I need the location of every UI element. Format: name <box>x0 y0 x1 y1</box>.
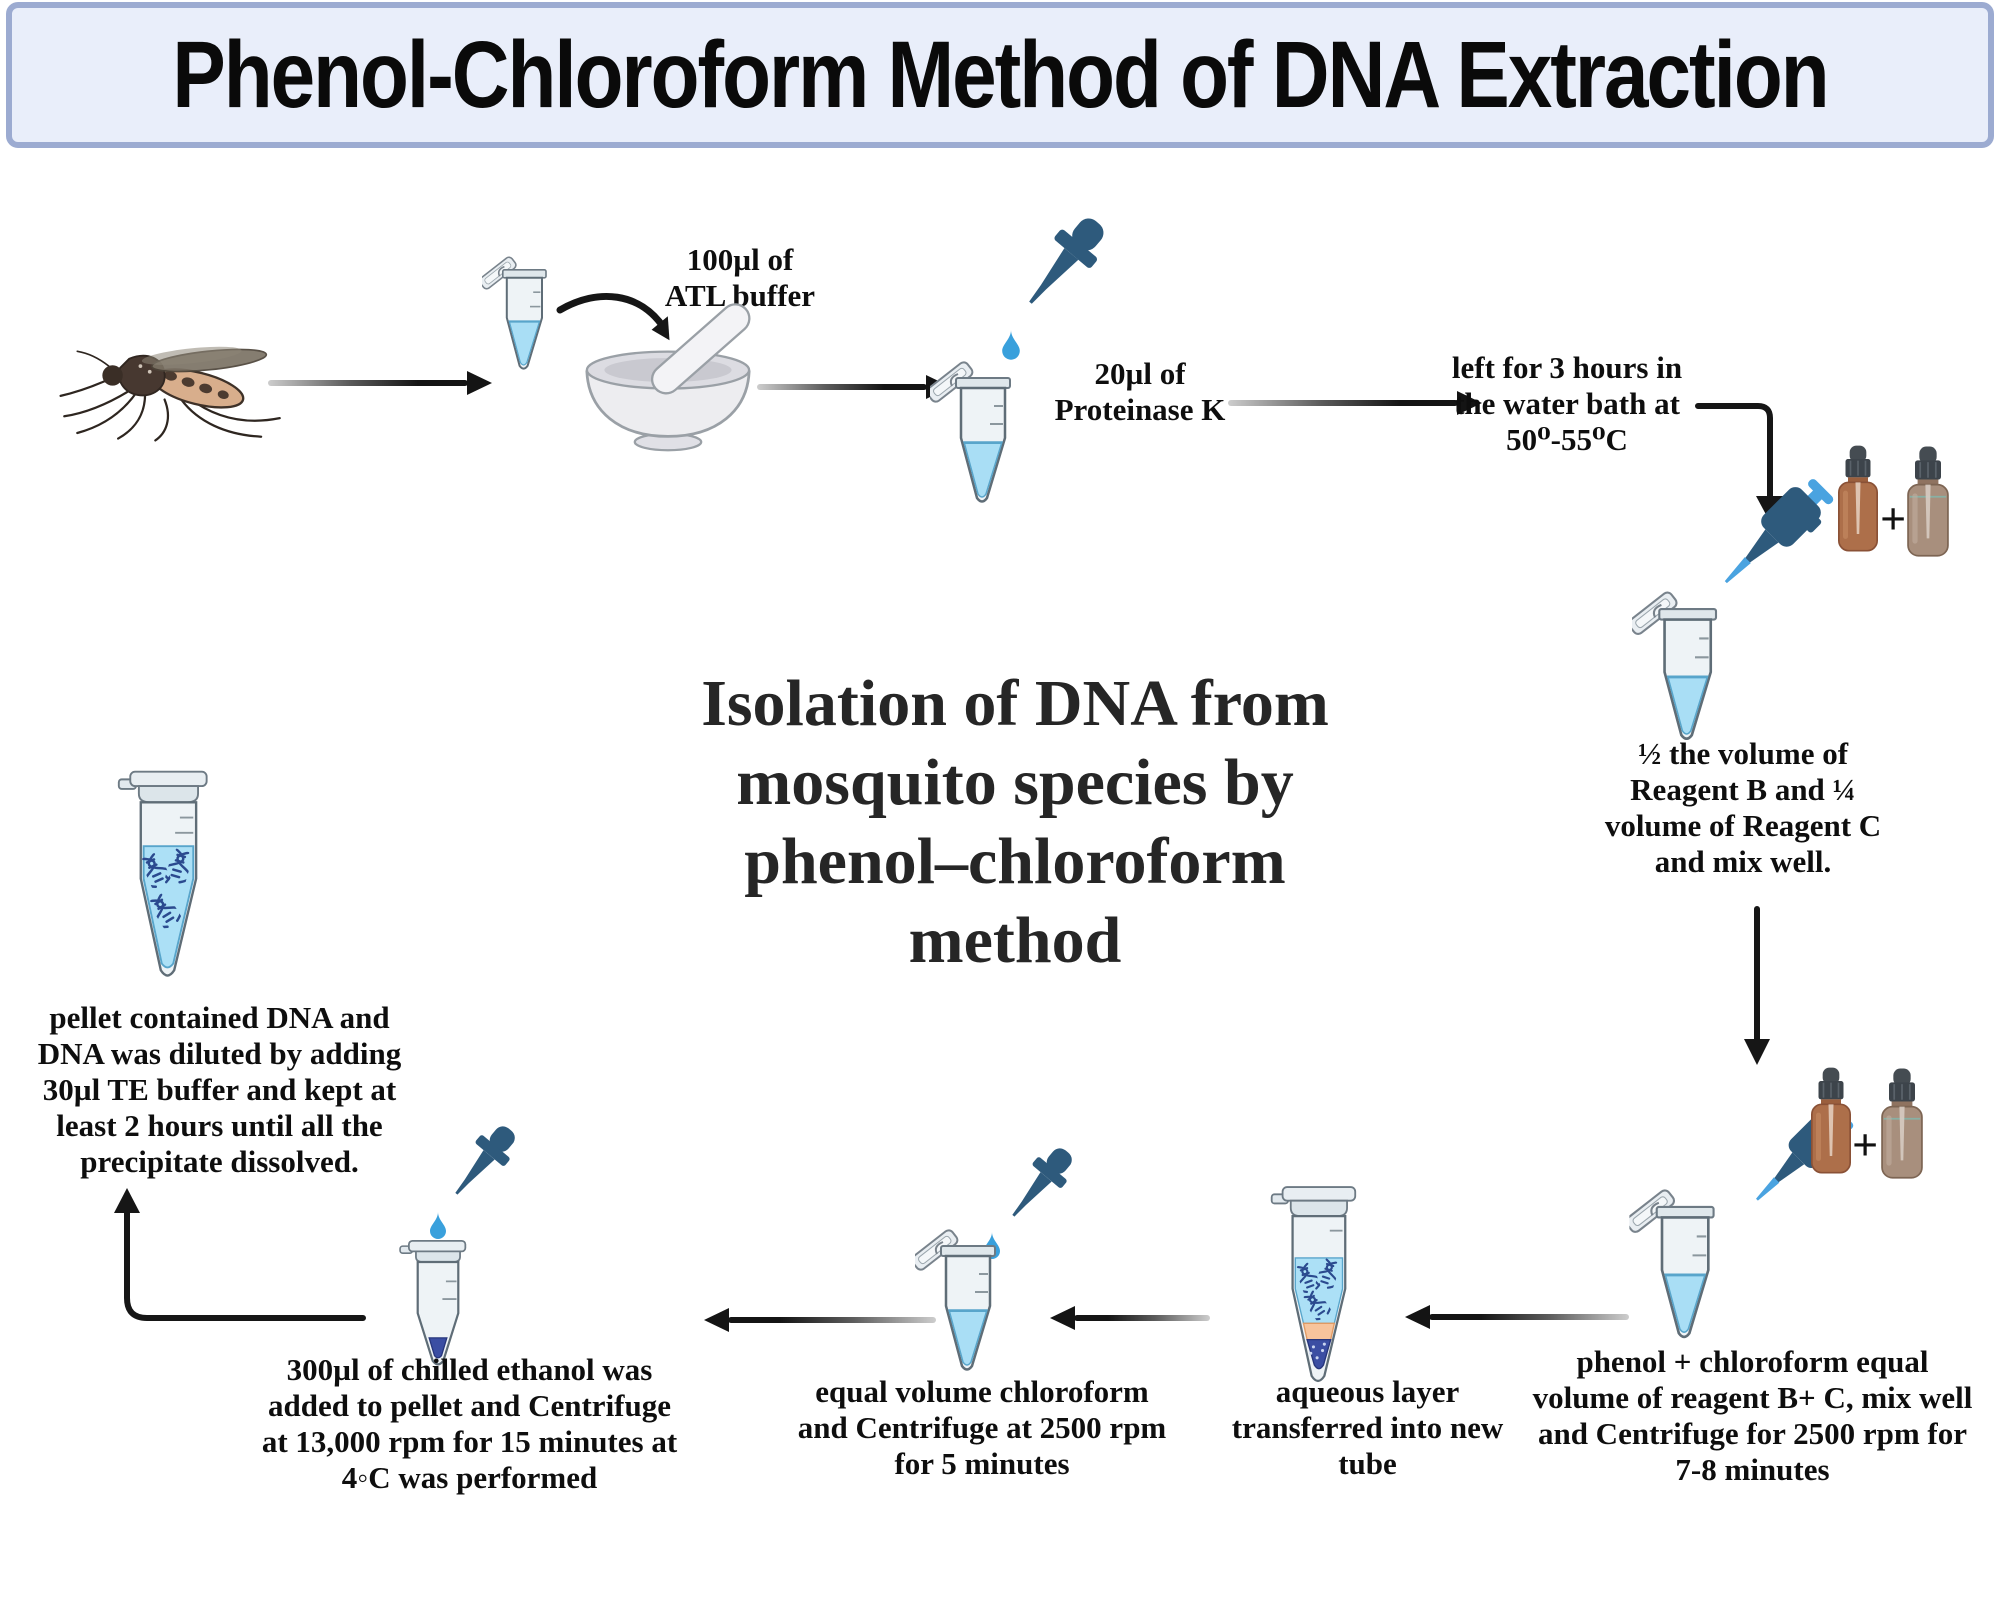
pellet-dna-label: pellet contained DNA and DNA was diluted… <box>37 1000 402 1179</box>
page-title: Phenol-Chloroform Method of DNA Extracti… <box>172 21 1829 127</box>
mortar-pestle-icon <box>562 298 774 455</box>
arrowhead-icon <box>704 1308 729 1332</box>
arrow-down-icon <box>1744 906 1770 1065</box>
flow-arrow-1 <box>268 371 492 395</box>
atl-curved-arrow-icon <box>556 292 670 341</box>
flow-arrow-4 <box>1405 1305 1629 1329</box>
flow-arrow-2 <box>757 375 951 399</box>
aqueous-layer-tube-icon <box>1268 1178 1368 1405</box>
chloroform-tube-icon <box>915 1190 1015 1380</box>
reagent-bc-label: ½ the volume of Reagent B and ¼ volume o… <box>1604 736 1882 879</box>
dna-tube-icon <box>115 762 220 1001</box>
water-bath-label: left for 3 hours in the water bath at 50… <box>1451 350 1683 457</box>
aqueous-layer-label: aqueous layer transferred into new tube <box>1231 1374 1504 1481</box>
plus-sign: + <box>1852 1119 1879 1170</box>
arrowhead-icon <box>1457 391 1482 415</box>
center-heading: Isolation of DNA from mosquito species b… <box>701 667 1329 977</box>
reagent-bottle-b-icon <box>1833 434 1883 564</box>
reagent-bottle-c-icon <box>1902 436 1954 568</box>
chloroform-label: equal volume chloroform and Centrifuge a… <box>797 1374 1167 1481</box>
reagent-bottle-c-icon <box>1876 1058 1928 1190</box>
dropper-icon <box>428 1118 528 1218</box>
phenol-tube-icon <box>1628 1148 1736 1348</box>
mosquito-icon <box>38 316 306 446</box>
phenol-chloroform-label: phenol + chloroform equal volume of reag… <box>1532 1344 1973 1487</box>
elbow-arrow-up-icon <box>114 1188 366 1321</box>
page-header: Phenol-Chloroform Method of DNA Extracti… <box>6 2 1994 148</box>
reagent-tube-icon <box>1632 550 1737 750</box>
proteinase-label: 20µl of Proteinase K <box>1054 356 1226 427</box>
flow-arrow-5 <box>1050 1306 1210 1330</box>
arrowhead-icon <box>467 371 492 395</box>
flow-arrow-3 <box>1228 391 1482 415</box>
ethanol-label: 300µl of chilled ethanol was added to pe… <box>261 1352 678 1495</box>
flow-arrow-6 <box>704 1308 936 1332</box>
atl-buffer-label: 100µl of ATL buffer <box>664 242 816 313</box>
plus-sign: + <box>1880 493 1907 544</box>
dropper-icon <box>995 208 1120 333</box>
reagent-bottle-b-icon <box>1806 1056 1856 1186</box>
arrowhead-icon <box>1050 1306 1075 1330</box>
arrowhead-icon <box>1405 1305 1430 1329</box>
